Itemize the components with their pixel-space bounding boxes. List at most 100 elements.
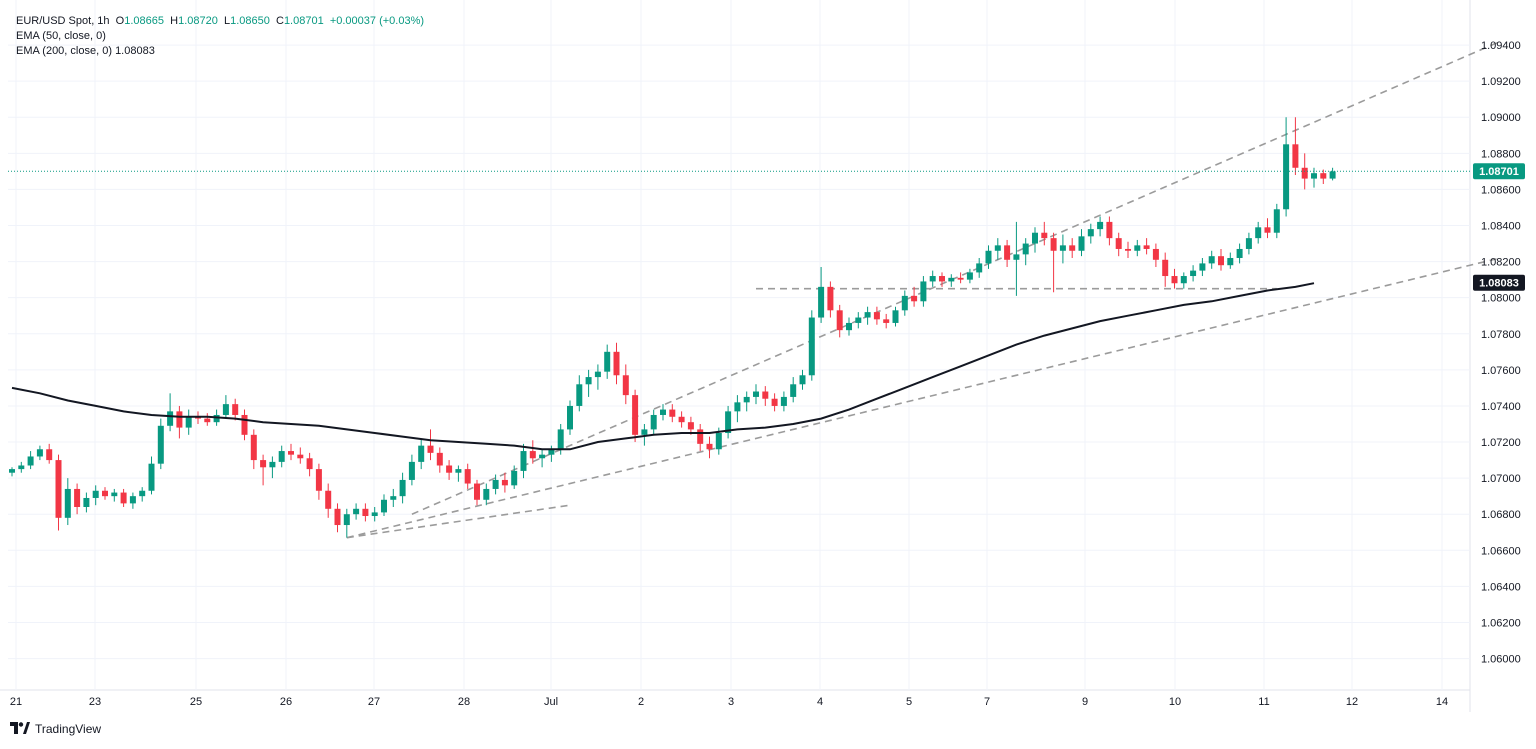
candle: [567, 400, 573, 435]
candle: [613, 342, 620, 385]
candle: [1329, 167, 1336, 181]
trendline[interactable]: [411, 40, 1501, 515]
candle: [594, 364, 601, 390]
candle: [306, 452, 313, 477]
x-tick-label: 27: [368, 696, 380, 708]
high-value: 1.08720: [178, 15, 218, 27]
candle: [678, 411, 685, 428]
candle: [1143, 238, 1150, 255]
price-labels: 1.08701 1.08083: [1473, 163, 1525, 291]
candle: [790, 377, 797, 403]
candle: [102, 487, 108, 500]
close-value: 1.08701: [283, 15, 324, 27]
y-tick-label: 1.07000: [1481, 473, 1521, 485]
candle: [1125, 241, 1131, 258]
symbol-line[interactable]: EUR/USD Spot, 1h O1.08665 H1.08720 L1.08…: [16, 14, 424, 29]
candle: [1162, 252, 1169, 287]
ema-200-path[interactable]: [11, 282, 1315, 451]
candle: [855, 312, 862, 329]
y-tick-label: 1.08800: [1481, 148, 1521, 160]
x-tick-label: 9: [1082, 696, 1088, 708]
candle: [1236, 243, 1243, 264]
candle: [362, 503, 369, 522]
candle: [334, 503, 341, 533]
candle: [911, 286, 918, 307]
trendline[interactable]: [346, 504, 571, 539]
candle: [176, 405, 183, 439]
candle: [706, 436, 713, 459]
candle: [780, 391, 787, 412]
y-tick-label: 1.06600: [1481, 545, 1521, 557]
candle: [1199, 257, 1206, 277]
x-tick-label: 5: [906, 696, 912, 708]
candle: [436, 447, 443, 473]
candle: [697, 423, 704, 452]
ema200-legend[interactable]: EMA (200, close, 0) 1.08083: [16, 44, 424, 59]
y-tick-label: 1.08400: [1481, 221, 1521, 233]
y-tick-label: 1.07200: [1481, 437, 1521, 449]
candle: [725, 405, 732, 439]
candle: [260, 454, 267, 486]
candle: [501, 472, 508, 493]
candle: [948, 274, 955, 287]
y-tick-label: 1.07400: [1481, 401, 1521, 413]
svg-text:1.08083: 1.08083: [1479, 278, 1519, 290]
x-tick-label: 23: [89, 696, 101, 708]
change-value: +0.00037 (+0.03%): [329, 15, 425, 27]
trendline[interactable]: [346, 257, 1501, 539]
trendlines: [346, 40, 1501, 539]
x-tick-label: 3: [728, 696, 734, 708]
candle: [892, 306, 899, 327]
candle: [1097, 216, 1104, 237]
candle: [83, 492, 90, 513]
candle: [753, 384, 759, 405]
candle: [464, 463, 471, 489]
candle: [957, 272, 964, 284]
low-value: 1.08650: [230, 15, 270, 27]
candle: [55, 454, 62, 531]
x-tick-label: 12: [1346, 696, 1358, 708]
candle: [9, 467, 15, 477]
candle: [381, 494, 387, 517]
ema50-legend[interactable]: EMA (50, close, 0): [16, 29, 424, 44]
ema50-label: EMA (50, close, 0): [16, 30, 106, 42]
candle: [632, 389, 639, 443]
x-tick-label: 14: [1436, 696, 1448, 708]
symbol-name[interactable]: EUR/USD Spot, 1h: [16, 15, 110, 27]
candle: [1004, 239, 1011, 268]
y-tick-label: 1.08200: [1481, 257, 1521, 269]
y-tick-label: 1.06000: [1481, 654, 1521, 666]
ema200-value: 1.08083: [115, 45, 155, 57]
time-axis[interactable]: 21 23 25 26 27 28 Jul 2 3 4 5 7 9 10 11 12 14: [10, 696, 1448, 708]
candle: [139, 487, 146, 502]
candle: [585, 369, 592, 397]
candle: [64, 478, 71, 526]
y-tick-label: 1.09200: [1481, 76, 1521, 88]
candle: [1115, 232, 1122, 257]
candle: [1218, 248, 1224, 271]
candle: [1050, 232, 1057, 293]
candle: [1078, 229, 1085, 257]
candle: [1106, 216, 1113, 246]
candle: [808, 310, 815, 381]
candle: [36, 445, 43, 461]
x-tick-label: 4: [817, 696, 823, 708]
ema200-label: EMA (200, close, 0): [16, 45, 112, 57]
candle: [548, 445, 555, 462]
tradingview-logo-icon: [10, 721, 30, 737]
candle: [315, 463, 322, 500]
price-axis[interactable]: 1.09400 1.09200 1.09000 1.08800 1.08600 1.084…: [1481, 40, 1521, 665]
candle: [427, 429, 434, 461]
candle: [288, 443, 294, 461]
candle: [976, 257, 983, 278]
x-tick-label: 7: [984, 696, 990, 708]
candle: [250, 429, 257, 470]
x-tick-label: 10: [1169, 696, 1181, 708]
candle: [1180, 272, 1187, 289]
candle: [1292, 117, 1299, 175]
y-tick-label: 1.08600: [1481, 184, 1521, 196]
tradingview-logo[interactable]: TradingView: [10, 720, 101, 738]
close-label: C: [275, 15, 284, 27]
